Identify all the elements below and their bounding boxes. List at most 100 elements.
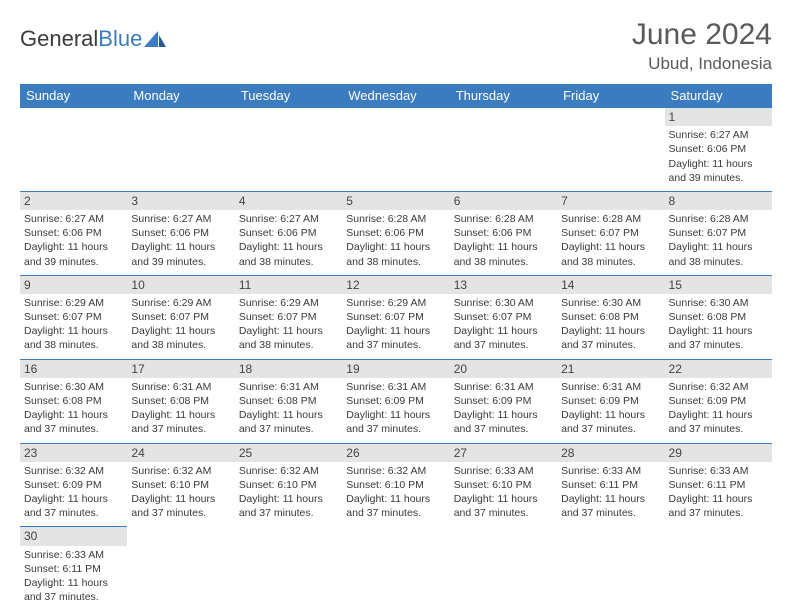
day-number: 19 [342, 360, 449, 378]
day-sunset: Sunset: 6:10 PM [346, 478, 445, 492]
day-cell [557, 108, 664, 192]
day-sunset: Sunset: 6:11 PM [561, 478, 660, 492]
day-cell: 12Sunrise: 6:29 AMSunset: 6:07 PMDayligh… [342, 275, 449, 359]
day-d2: and 38 minutes. [239, 255, 338, 269]
day-sunset: Sunset: 6:08 PM [669, 310, 768, 324]
day-cell: 17Sunrise: 6:31 AMSunset: 6:08 PMDayligh… [127, 359, 234, 443]
day-d1: Daylight: 11 hours [454, 492, 553, 506]
day-sunset: Sunset: 6:07 PM [669, 226, 768, 240]
day-header: Sunday [20, 84, 127, 108]
day-cell [665, 527, 772, 610]
day-cell [450, 527, 557, 610]
day-d1: Daylight: 11 hours [669, 157, 768, 171]
day-sunset: Sunset: 6:11 PM [24, 562, 123, 576]
day-d2: and 37 minutes. [131, 506, 230, 520]
day-d1: Daylight: 11 hours [131, 240, 230, 254]
day-sunset: Sunset: 6:09 PM [24, 478, 123, 492]
day-d1: Daylight: 11 hours [131, 324, 230, 338]
day-number: 28 [557, 444, 664, 462]
day-d2: and 37 minutes. [561, 338, 660, 352]
day-cell [450, 108, 557, 192]
day-cell: 27Sunrise: 6:33 AMSunset: 6:10 PMDayligh… [450, 443, 557, 527]
day-cell: 23Sunrise: 6:32 AMSunset: 6:09 PMDayligh… [20, 443, 127, 527]
header: GeneralBlue June 2024 Ubud, Indonesia [20, 18, 772, 74]
day-sunset: Sunset: 6:08 PM [561, 310, 660, 324]
day-d1: Daylight: 11 hours [454, 324, 553, 338]
day-cell: 16Sunrise: 6:30 AMSunset: 6:08 PMDayligh… [20, 359, 127, 443]
day-cell [235, 108, 342, 192]
day-sunset: Sunset: 6:07 PM [454, 310, 553, 324]
day-number: 12 [342, 276, 449, 294]
day-cell [342, 527, 449, 610]
day-sunset: Sunset: 6:08 PM [24, 394, 123, 408]
day-d2: and 37 minutes. [669, 422, 768, 436]
day-d2: and 37 minutes. [24, 506, 123, 520]
day-d1: Daylight: 11 hours [239, 240, 338, 254]
day-sunrise: Sunrise: 6:29 AM [131, 296, 230, 310]
day-sunset: Sunset: 6:07 PM [561, 226, 660, 240]
day-sunset: Sunset: 6:06 PM [454, 226, 553, 240]
week-row: 2Sunrise: 6:27 AMSunset: 6:06 PMDaylight… [20, 191, 772, 275]
day-cell: 9Sunrise: 6:29 AMSunset: 6:07 PMDaylight… [20, 275, 127, 359]
day-sunset: Sunset: 6:08 PM [239, 394, 338, 408]
day-d1: Daylight: 11 hours [239, 324, 338, 338]
day-d2: and 37 minutes. [454, 506, 553, 520]
day-number: 15 [665, 276, 772, 294]
day-cell: 25Sunrise: 6:32 AMSunset: 6:10 PMDayligh… [235, 443, 342, 527]
day-sunrise: Sunrise: 6:33 AM [561, 464, 660, 478]
day-cell: 19Sunrise: 6:31 AMSunset: 6:09 PMDayligh… [342, 359, 449, 443]
day-cell [235, 527, 342, 610]
day-d1: Daylight: 11 hours [131, 492, 230, 506]
day-d1: Daylight: 11 hours [24, 576, 123, 590]
day-sunset: Sunset: 6:06 PM [669, 142, 768, 156]
day-number: 5 [342, 192, 449, 210]
day-d1: Daylight: 11 hours [24, 408, 123, 422]
day-number: 14 [557, 276, 664, 294]
day-sunrise: Sunrise: 6:27 AM [239, 212, 338, 226]
day-number: 25 [235, 444, 342, 462]
day-d1: Daylight: 11 hours [561, 492, 660, 506]
day-number: 17 [127, 360, 234, 378]
day-cell: 18Sunrise: 6:31 AMSunset: 6:08 PMDayligh… [235, 359, 342, 443]
day-number: 21 [557, 360, 664, 378]
day-number: 4 [235, 192, 342, 210]
day-sunset: Sunset: 6:10 PM [239, 478, 338, 492]
day-number: 26 [342, 444, 449, 462]
day-sunrise: Sunrise: 6:28 AM [669, 212, 768, 226]
day-sunrise: Sunrise: 6:33 AM [669, 464, 768, 478]
month-title: June 2024 [632, 18, 772, 52]
day-number: 30 [20, 527, 127, 545]
day-number: 9 [20, 276, 127, 294]
day-d2: and 37 minutes. [24, 422, 123, 436]
day-sunrise: Sunrise: 6:30 AM [669, 296, 768, 310]
day-cell: 1Sunrise: 6:27 AMSunset: 6:06 PMDaylight… [665, 108, 772, 192]
day-cell: 20Sunrise: 6:31 AMSunset: 6:09 PMDayligh… [450, 359, 557, 443]
day-d2: and 38 minutes. [669, 255, 768, 269]
day-sunset: Sunset: 6:07 PM [131, 310, 230, 324]
day-sunrise: Sunrise: 6:31 AM [131, 380, 230, 394]
day-header: Thursday [450, 84, 557, 108]
day-sunrise: Sunrise: 6:32 AM [131, 464, 230, 478]
day-sunrise: Sunrise: 6:31 AM [239, 380, 338, 394]
location: Ubud, Indonesia [632, 54, 772, 74]
day-cell: 11Sunrise: 6:29 AMSunset: 6:07 PMDayligh… [235, 275, 342, 359]
day-cell: 5Sunrise: 6:28 AMSunset: 6:06 PMDaylight… [342, 191, 449, 275]
day-cell: 7Sunrise: 6:28 AMSunset: 6:07 PMDaylight… [557, 191, 664, 275]
day-d1: Daylight: 11 hours [561, 240, 660, 254]
day-sunrise: Sunrise: 6:30 AM [24, 380, 123, 394]
day-header: Monday [127, 84, 234, 108]
day-cell: 28 Sunrise: 6:33 AMSunset: 6:11 PMDayligh… [557, 443, 664, 527]
day-sunrise: Sunrise: 6:31 AM [454, 380, 553, 394]
day-cell: 3Sunrise: 6:27 AMSunset: 6:06 PMDaylight… [127, 191, 234, 275]
day-d1: Daylight: 11 hours [24, 324, 123, 338]
day-d1: Daylight: 11 hours [24, 492, 123, 506]
day-d2: and 38 minutes. [131, 338, 230, 352]
day-d1: Daylight: 11 hours [561, 324, 660, 338]
week-row: 23Sunrise: 6:32 AMSunset: 6:09 PMDayligh… [20, 443, 772, 527]
day-d1: Daylight: 11 hours [454, 240, 553, 254]
day-number: 22 [665, 360, 772, 378]
day-cell [127, 108, 234, 192]
day-cell: 24Sunrise: 6:32 AMSunset: 6:10 PMDayligh… [127, 443, 234, 527]
day-sunrise: Sunrise: 6:27 AM [131, 212, 230, 226]
logo-text-1: General [20, 26, 98, 52]
